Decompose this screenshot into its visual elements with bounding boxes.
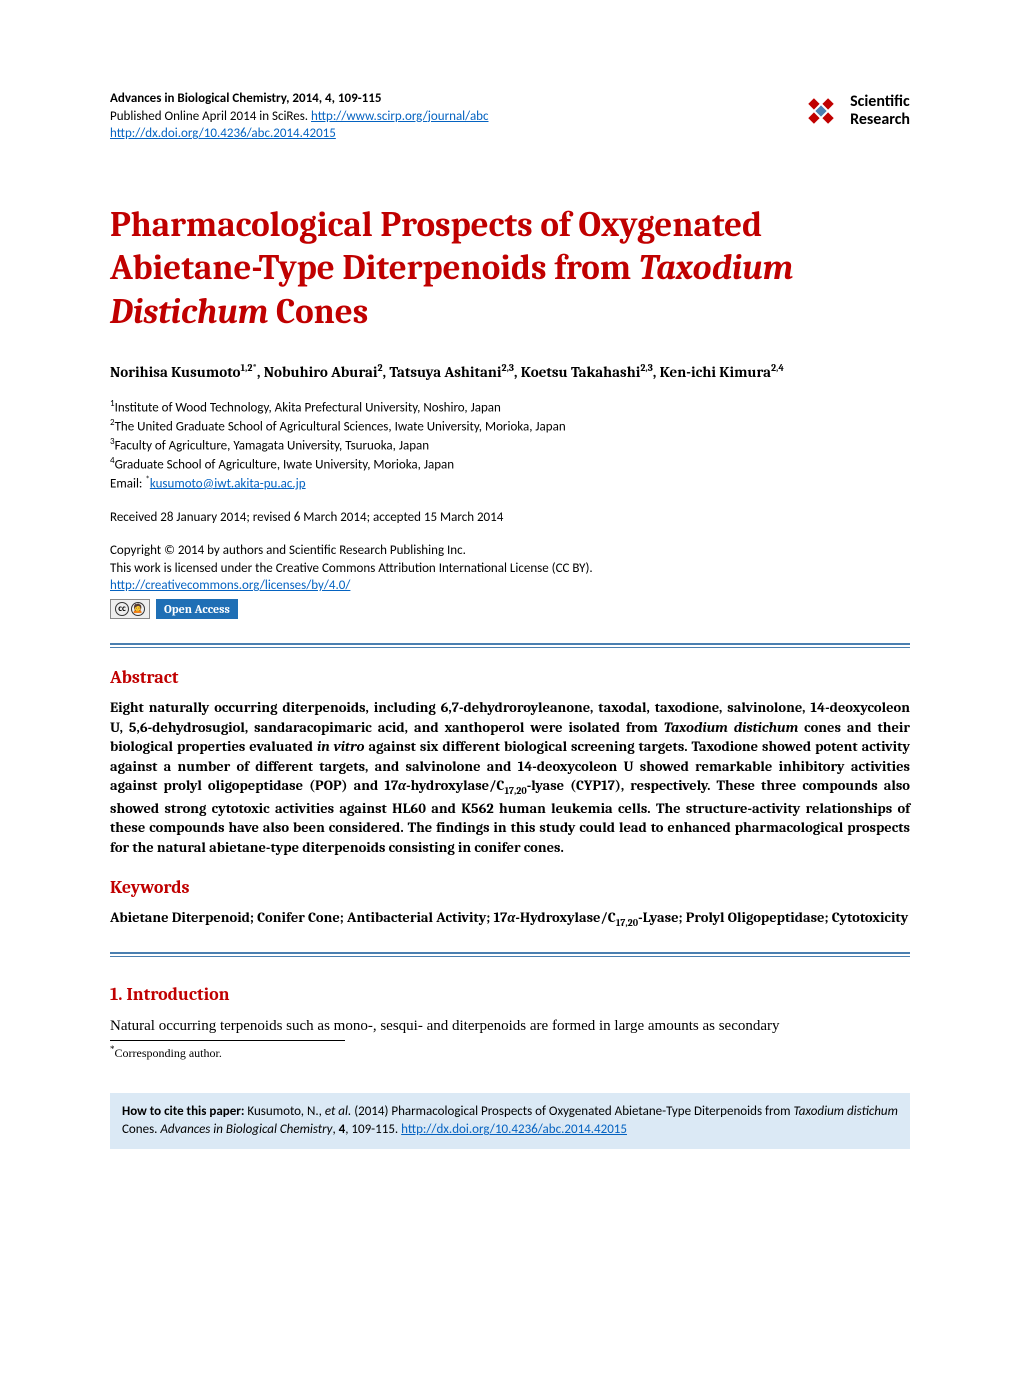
- corresponding-footnote: *Corresponding author.: [110, 1043, 910, 1061]
- cite-etal: et al.: [325, 1104, 351, 1119]
- divider-bottom: [110, 952, 910, 957]
- kw-p1: Abietane Diterpenoid; Conifer Cone; Anti…: [110, 909, 507, 926]
- cite-p9: , 109-115.: [345, 1122, 401, 1137]
- paper-title: Pharmacological Prospects of Oxygenated …: [110, 203, 910, 334]
- journal-meta: Advances in Biological Chemistry, 2014, …: [110, 90, 489, 143]
- journal-url-link[interactable]: http://www.scirp.org/journal/abc: [311, 109, 488, 124]
- kw-p3: -Hydroxylase/C: [515, 909, 615, 926]
- logo-line2: Research: [850, 111, 910, 129]
- cite-p5: Cones.: [122, 1122, 160, 1137]
- scirp-logo-icon: [800, 90, 842, 132]
- publisher-name: Scientific Research: [850, 93, 910, 130]
- abstract-text: Eight naturally occurring diterpenoids, …: [110, 698, 910, 857]
- cc-icon: cc: [115, 602, 129, 616]
- divider-top: [110, 643, 910, 648]
- copyright-line1: Copyright © 2014 by authors and Scientif…: [110, 542, 910, 560]
- license-badges: cc 🙍 Open Access: [110, 599, 910, 619]
- affiliation-4: 4Graduate School of Agriculture, Iwate U…: [110, 455, 910, 474]
- affiliation-2-text: The United Graduate School of Agricultur…: [115, 419, 566, 434]
- journal-citation: Advances in Biological Chemistry, 2014, …: [110, 90, 489, 108]
- introduction-text: Natural occurring terpenoids such as mon…: [110, 1016, 910, 1036]
- kw-p5: -Lyase; Prolyl Oligopeptidase; Cytotoxic…: [638, 909, 908, 926]
- published-line: Published Online April 2014 in SciRes. h…: [110, 108, 489, 126]
- cite-doi-link[interactable]: http://dx.doi.org/10.4236/abc.2014.42015: [401, 1122, 627, 1137]
- email-label: Email:: [110, 476, 145, 491]
- by-icon: 🙍: [131, 602, 145, 616]
- page-header: Advances in Biological Chemistry, 2014, …: [110, 90, 910, 143]
- abs-sub: 17,20: [504, 785, 526, 797]
- publisher-logo: Scientific Research: [800, 90, 910, 132]
- cite-journal: Advances in Biological Chemistry: [160, 1122, 332, 1137]
- abstract-heading: Abstract: [110, 666, 910, 690]
- title-part3: Cones: [268, 291, 368, 332]
- hr-thick-icon: [110, 643, 910, 645]
- abs-p7: -hydroxylase/C: [406, 777, 504, 794]
- affiliation-4-text: Graduate School of Agriculture, Iwate Un…: [115, 457, 455, 472]
- affiliation-1: 1Institute of Wood Technology, Akita Pre…: [110, 398, 910, 417]
- footnote-text: Corresponding author.: [115, 1046, 222, 1060]
- open-access-badge: Open Access: [156, 599, 238, 619]
- hr-thick2-icon: [110, 952, 910, 954]
- footnote-rule-icon: [110, 1040, 345, 1041]
- affiliation-3: 3Faculty of Agriculture, Yamagata Univer…: [110, 436, 910, 455]
- corresponding-email: Email: *kusumoto@iwt.akita-pu.ac.jp: [110, 474, 910, 493]
- abs-alpha: α: [398, 777, 406, 794]
- abs-species: Taxodium distichum: [664, 719, 798, 736]
- email-link[interactable]: kusumoto@iwt.akita-pu.ac.jp: [150, 476, 306, 491]
- abs-invitro: in vitro: [317, 738, 365, 755]
- how-to-cite-box: How to cite this paper: Kusumoto, N., et…: [110, 1093, 910, 1149]
- affiliation-3-text: Faculty of Agriculture, Yamagata Univers…: [115, 438, 430, 453]
- published-prefix: Published Online April 2014 in SciRes.: [110, 109, 311, 124]
- hr-thin-icon: [110, 647, 910, 648]
- cc-license-link[interactable]: http://creativecommons.org/licenses/by/4…: [110, 578, 350, 593]
- authors-list: Norihisa Kusumoto1,2*, Nobuhiro Aburai2,…: [110, 362, 910, 382]
- keywords-text: Abietane Diterpenoid; Conifer Cone; Anti…: [110, 908, 910, 930]
- affiliations-block: 1Institute of Wood Technology, Akita Pre…: [110, 398, 910, 492]
- copyright-block: Copyright © 2014 by authors and Scientif…: [110, 542, 910, 595]
- copyright-line2: This work is licensed under the Creative…: [110, 560, 910, 578]
- hr-thin2-icon: [110, 956, 910, 957]
- cc-by-badge-icon: cc 🙍: [110, 599, 150, 619]
- affiliation-1-text: Institute of Wood Technology, Akita Pref…: [115, 400, 501, 415]
- cite-p3: (2014) Pharmacological Prospects of Oxyg…: [351, 1104, 793, 1119]
- doi-link[interactable]: http://dx.doi.org/10.4236/abc.2014.42015: [110, 126, 336, 141]
- logo-line1: Scientific: [850, 93, 910, 111]
- kw-sub: 17,20: [616, 917, 638, 929]
- cite-species: Taxodium distichum: [793, 1104, 897, 1119]
- introduction-heading: 1. Introduction: [110, 983, 910, 1007]
- affiliation-2: 2The United Graduate School of Agricultu…: [110, 417, 910, 436]
- keywords-heading: Keywords: [110, 876, 910, 900]
- cite-p1: Kusumoto, N.,: [244, 1104, 324, 1119]
- article-dates: Received 28 January 2014; revised 6 Marc…: [110, 509, 910, 527]
- cite-label: How to cite this paper:: [122, 1104, 244, 1119]
